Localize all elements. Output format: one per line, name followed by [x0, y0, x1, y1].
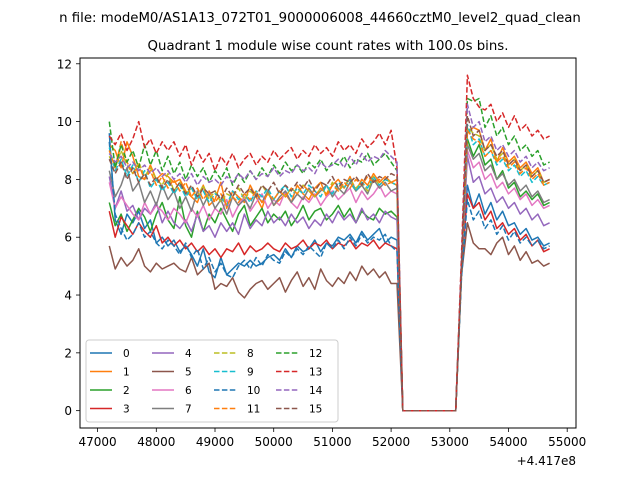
legend-label-1: 1 — [123, 367, 130, 379]
legend-label-7: 7 — [185, 404, 192, 416]
y-tick-label: 2 — [64, 346, 72, 360]
y-tick-label: 12 — [57, 57, 72, 71]
y-tick-label: 10 — [57, 115, 72, 129]
series-line-4 — [108, 155, 550, 412]
x-tick-label: 49000 — [196, 435, 234, 449]
series-line-3 — [108, 193, 550, 412]
x-axis: 47000 48000 49000 50000 51000 52000 53000 54000… — [79, 428, 586, 449]
series-line-12 — [108, 97, 550, 412]
series-line-13 — [108, 74, 550, 412]
legend-label-12: 12 — [309, 348, 322, 360]
axes-frame — [79, 57, 577, 429]
y-axis: 0 2 4 6 8 10 12 — [57, 57, 80, 418]
x-tick-label: 55000 — [548, 435, 586, 449]
series-line-5 — [108, 222, 550, 412]
series-line-14 — [108, 103, 550, 412]
y-tick-label: 4 — [64, 289, 72, 303]
x-tick-label: 52000 — [372, 435, 410, 449]
legend-label-0: 0 — [123, 348, 130, 360]
y-tick-label: 0 — [64, 404, 72, 418]
legend-label-4: 4 — [185, 348, 192, 360]
figure-suptitle: n file: modeM0/AS1A13_072T01_9000006008_… — [59, 11, 581, 26]
legend-label-15: 15 — [309, 404, 322, 416]
legend-label-13: 13 — [309, 367, 322, 379]
legend-label-11: 11 — [247, 404, 260, 416]
series-line-11 — [108, 129, 550, 412]
y-tick-label: 6 — [64, 231, 72, 245]
series-line-6 — [108, 149, 550, 412]
x-tick-label: 53000 — [431, 435, 469, 449]
series-line-10 — [108, 141, 550, 412]
legend-label-6: 6 — [185, 385, 192, 397]
chart-title: Quadrant 1 module wise count rates with … — [148, 39, 509, 54]
legend-label-5: 5 — [185, 367, 192, 379]
x-tick-label: 47000 — [79, 435, 117, 449]
series-layer — [108, 74, 550, 412]
x-offset-label: +4.417e8 — [517, 454, 576, 468]
legend-label-14: 14 — [309, 385, 323, 397]
x-tick-label: 51000 — [313, 435, 351, 449]
x-tick-label: 54000 — [489, 435, 527, 449]
legend-label-8: 8 — [247, 348, 254, 360]
series-line-9 — [108, 123, 550, 412]
legend-label-2: 2 — [123, 385, 130, 397]
series-line-15 — [108, 115, 550, 412]
legend-label-10: 10 — [247, 385, 260, 397]
series-line-7 — [108, 143, 550, 412]
y-tick-label: 8 — [64, 173, 72, 187]
x-tick-label: 50000 — [255, 435, 293, 449]
legend-frame — [85, 339, 339, 423]
plot-area: 47000 48000 49000 50000 51000 52000 53000 54000… — [57, 57, 587, 468]
x-tick-label: 48000 — [137, 435, 175, 449]
legend-label-3: 3 — [123, 404, 130, 416]
legend-label-9: 9 — [247, 367, 254, 379]
